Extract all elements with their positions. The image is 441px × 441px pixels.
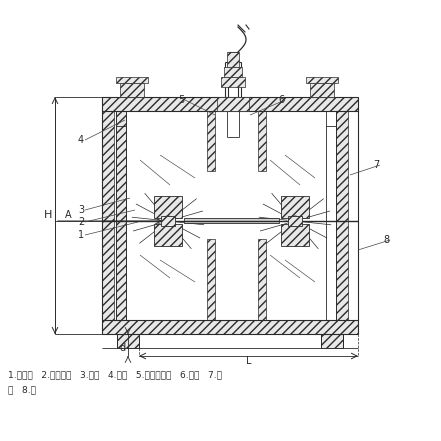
Bar <box>224 67 242 77</box>
Text: H: H <box>44 210 52 220</box>
Bar <box>161 216 175 226</box>
Text: 7: 7 <box>373 160 379 170</box>
Bar <box>117 334 139 348</box>
Bar <box>310 83 334 97</box>
Bar <box>321 334 343 348</box>
Bar <box>154 224 182 246</box>
Text: d: d <box>120 343 126 353</box>
Bar <box>207 239 215 320</box>
Text: 1.球轴承   2.前导向件   3.张圈   4.壳体   5.前置放大器   6.叶轮   7.轴: 1.球轴承 2.前导向件 3.张圈 4.壳体 5.前置放大器 6.叶轮 7.轴 <box>8 370 222 380</box>
Text: 承   8.轴: 承 8.轴 <box>8 385 36 395</box>
Text: 8: 8 <box>383 235 389 245</box>
Bar <box>336 111 346 320</box>
Text: 6: 6 <box>278 95 284 105</box>
Bar <box>102 111 114 320</box>
Text: 5: 5 <box>178 95 184 105</box>
Bar <box>227 52 239 67</box>
Bar <box>102 320 358 334</box>
Bar <box>258 111 266 171</box>
Text: 3: 3 <box>78 205 84 215</box>
Bar <box>102 97 358 111</box>
Bar <box>184 218 279 223</box>
Bar <box>154 196 182 218</box>
Bar <box>258 239 266 320</box>
Bar <box>217 97 249 111</box>
Text: 2: 2 <box>78 217 84 227</box>
Bar <box>281 224 309 246</box>
Bar <box>306 77 338 83</box>
Bar <box>221 77 245 87</box>
Circle shape <box>293 219 297 223</box>
Bar <box>120 83 144 97</box>
Bar <box>116 77 148 83</box>
Text: L: L <box>246 356 251 366</box>
Bar <box>336 111 348 320</box>
Text: 4: 4 <box>78 135 84 145</box>
Bar <box>281 196 309 218</box>
Bar <box>207 111 215 171</box>
Circle shape <box>166 219 170 223</box>
Text: 1: 1 <box>78 230 84 240</box>
Text: A: A <box>65 210 71 220</box>
Circle shape <box>163 216 173 226</box>
Bar <box>288 216 302 226</box>
Circle shape <box>290 216 300 226</box>
Bar <box>116 111 126 320</box>
